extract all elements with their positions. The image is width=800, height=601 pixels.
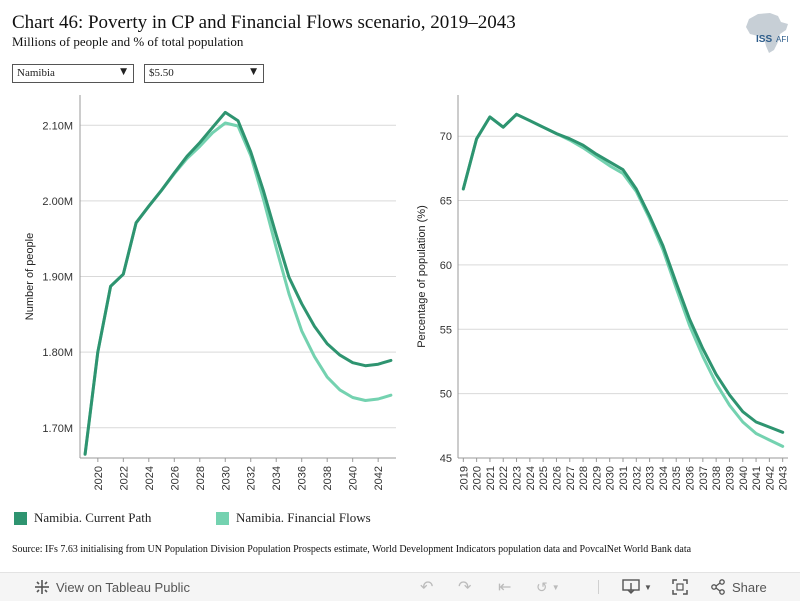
x-tick-label: 2036: [297, 466, 309, 490]
y-tick-label: 60: [440, 260, 452, 272]
chevron-down-icon: ▼: [644, 582, 652, 592]
legend-label-current-path: Namibia. Current Path: [34, 510, 152, 525]
view-on-tableau-button[interactable]: View on Tableau Public: [34, 578, 190, 596]
download-button[interactable]: ▼: [622, 578, 652, 596]
share-label: Share: [732, 579, 767, 595]
x-tick-label: 2022: [118, 466, 130, 490]
y-tick-label: 2.00M: [42, 196, 73, 208]
refresh-button[interactable]: ↺ ▼: [536, 578, 560, 596]
x-tick-label: 2039: [724, 466, 736, 490]
chart-subtitle: Millions of people and % of total popula…: [12, 34, 244, 49]
x-tick-label: 2037: [698, 466, 710, 490]
x-tick-label: 2042: [764, 466, 776, 490]
chart-title: Chart 46: Poverty in CP and Financial Fl…: [12, 12, 516, 33]
iss-africa-logo: ISS AFI: [746, 13, 788, 53]
threshold-select[interactable]: $5.50 ▼: [144, 64, 264, 83]
undo-button[interactable]: ↶: [420, 578, 433, 596]
x-tick-label: 2020: [93, 466, 105, 490]
logo-text: ISS: [756, 34, 772, 45]
x-tick-label: 2038: [711, 466, 723, 490]
chevron-down-icon: ▼: [551, 582, 560, 592]
country-select-value: Namibia: [17, 67, 55, 79]
y-tick-label: 1.90M: [42, 272, 73, 284]
y-tick-label: 70: [440, 131, 452, 143]
x-tick-label: 2024: [525, 466, 537, 490]
undo-icon: ↶: [420, 579, 434, 596]
y-tick-label: 1.70M: [42, 423, 73, 435]
x-tick-label: 2035: [671, 466, 683, 490]
y-tick-label: 65: [440, 196, 452, 208]
logo-text-afi: AFI: [776, 35, 788, 44]
x-tick-label: 2031: [618, 466, 630, 490]
x-tick-label: 2019: [458, 466, 470, 490]
revert-button[interactable]: ⇤: [498, 578, 511, 596]
legend-item-financial-flows[interactable]: Namibia. Financial Flows: [216, 510, 371, 526]
x-tick-label: 2041: [751, 466, 763, 490]
x-tick-label: 2040: [348, 466, 360, 490]
series-line-current-path: [461, 112, 785, 434]
x-tick-label: 2022: [498, 466, 510, 490]
x-tick-label: 2028: [195, 466, 207, 490]
legend-swatch-current-path: [14, 511, 27, 525]
x-tick-label: 2032: [631, 466, 643, 490]
x-tick-label: 2030: [220, 466, 232, 490]
fullscreen-button[interactable]: [672, 578, 688, 596]
x-tick-label: 2024: [144, 466, 156, 490]
x-tick-label: 2026: [551, 466, 563, 490]
y-tick-label: 55: [440, 324, 452, 336]
x-tick-label: 2043: [778, 466, 790, 490]
x-tick-label: 2042: [373, 466, 385, 490]
share-button[interactable]: Share: [710, 578, 767, 596]
x-tick-label: 2040: [738, 466, 750, 490]
tableau-icon: [35, 580, 49, 594]
redo-icon: ↷: [458, 579, 472, 596]
x-tick-label: 2028: [578, 466, 590, 490]
x-tick-label: 2029: [591, 466, 603, 490]
redo-button[interactable]: ↷: [458, 578, 471, 596]
tableau-toolbar: View on Tableau Public ↶ ↷ ⇤ ↺ ▼ ▼ Share: [0, 572, 800, 601]
download-icon: [622, 579, 640, 594]
chart-panel-1: 1.70M 1.80M 1.90M 2.00M 2.10M 2020 2022 2024 202…: [24, 95, 396, 490]
x-tick-label: 2023: [512, 466, 524, 490]
series-line-financial-flows: [83, 121, 393, 456]
source-note: Source: IFs 7.63 initialising from UN Po…: [12, 544, 692, 555]
series-line-financial-flows: [461, 112, 785, 448]
x-tick-label: 2021: [485, 466, 497, 490]
threshold-select-value: $5.50: [149, 67, 174, 79]
legend-swatch-financial-flows: [216, 511, 229, 525]
chevron-down-icon: ▼: [250, 67, 257, 77]
x-tick-label: 2025: [538, 466, 550, 490]
y-tick-label: 1.80M: [42, 347, 73, 359]
y-tick-label: 50: [440, 389, 452, 401]
y-tick-label: 45: [440, 453, 452, 465]
x-tick-label: 2020: [472, 466, 484, 490]
refresh-icon: ↺: [536, 578, 548, 595]
view-on-tableau-label: View on Tableau Public: [56, 579, 190, 595]
series-line-current-path: [83, 110, 393, 456]
toolbar-divider: [598, 580, 599, 594]
chart-panel-2: 45 50 55 60 65 70 2019 2020 2021 2022 2023 2024 2025…: [416, 95, 790, 490]
x-tick-label: 2030: [605, 466, 617, 490]
x-tick-label: 2034: [658, 466, 670, 490]
y-axis-label: Number of people: [24, 233, 36, 320]
x-tick-label: 2027: [565, 466, 577, 490]
chevron-down-icon: ▼: [120, 67, 127, 77]
share-icon: [711, 579, 725, 595]
fullscreen-icon: [672, 579, 688, 595]
revert-icon: ⇤: [498, 579, 512, 596]
country-select[interactable]: Namibia ▼: [12, 64, 134, 83]
x-tick-label: 2026: [169, 466, 181, 490]
x-tick-label: 2036: [685, 466, 697, 490]
legend-item-current-path[interactable]: Namibia. Current Path: [14, 510, 151, 526]
x-tick-label: 2033: [645, 466, 657, 490]
legend-label-financial-flows: Namibia. Financial Flows: [236, 510, 371, 525]
x-tick-label: 2034: [271, 466, 283, 490]
x-tick-label: 2032: [246, 466, 258, 490]
y-tick-label: 2.10M: [42, 120, 73, 132]
x-tick-label: 2038: [322, 466, 334, 490]
y-axis-label: Percentage of population (%): [416, 205, 428, 347]
